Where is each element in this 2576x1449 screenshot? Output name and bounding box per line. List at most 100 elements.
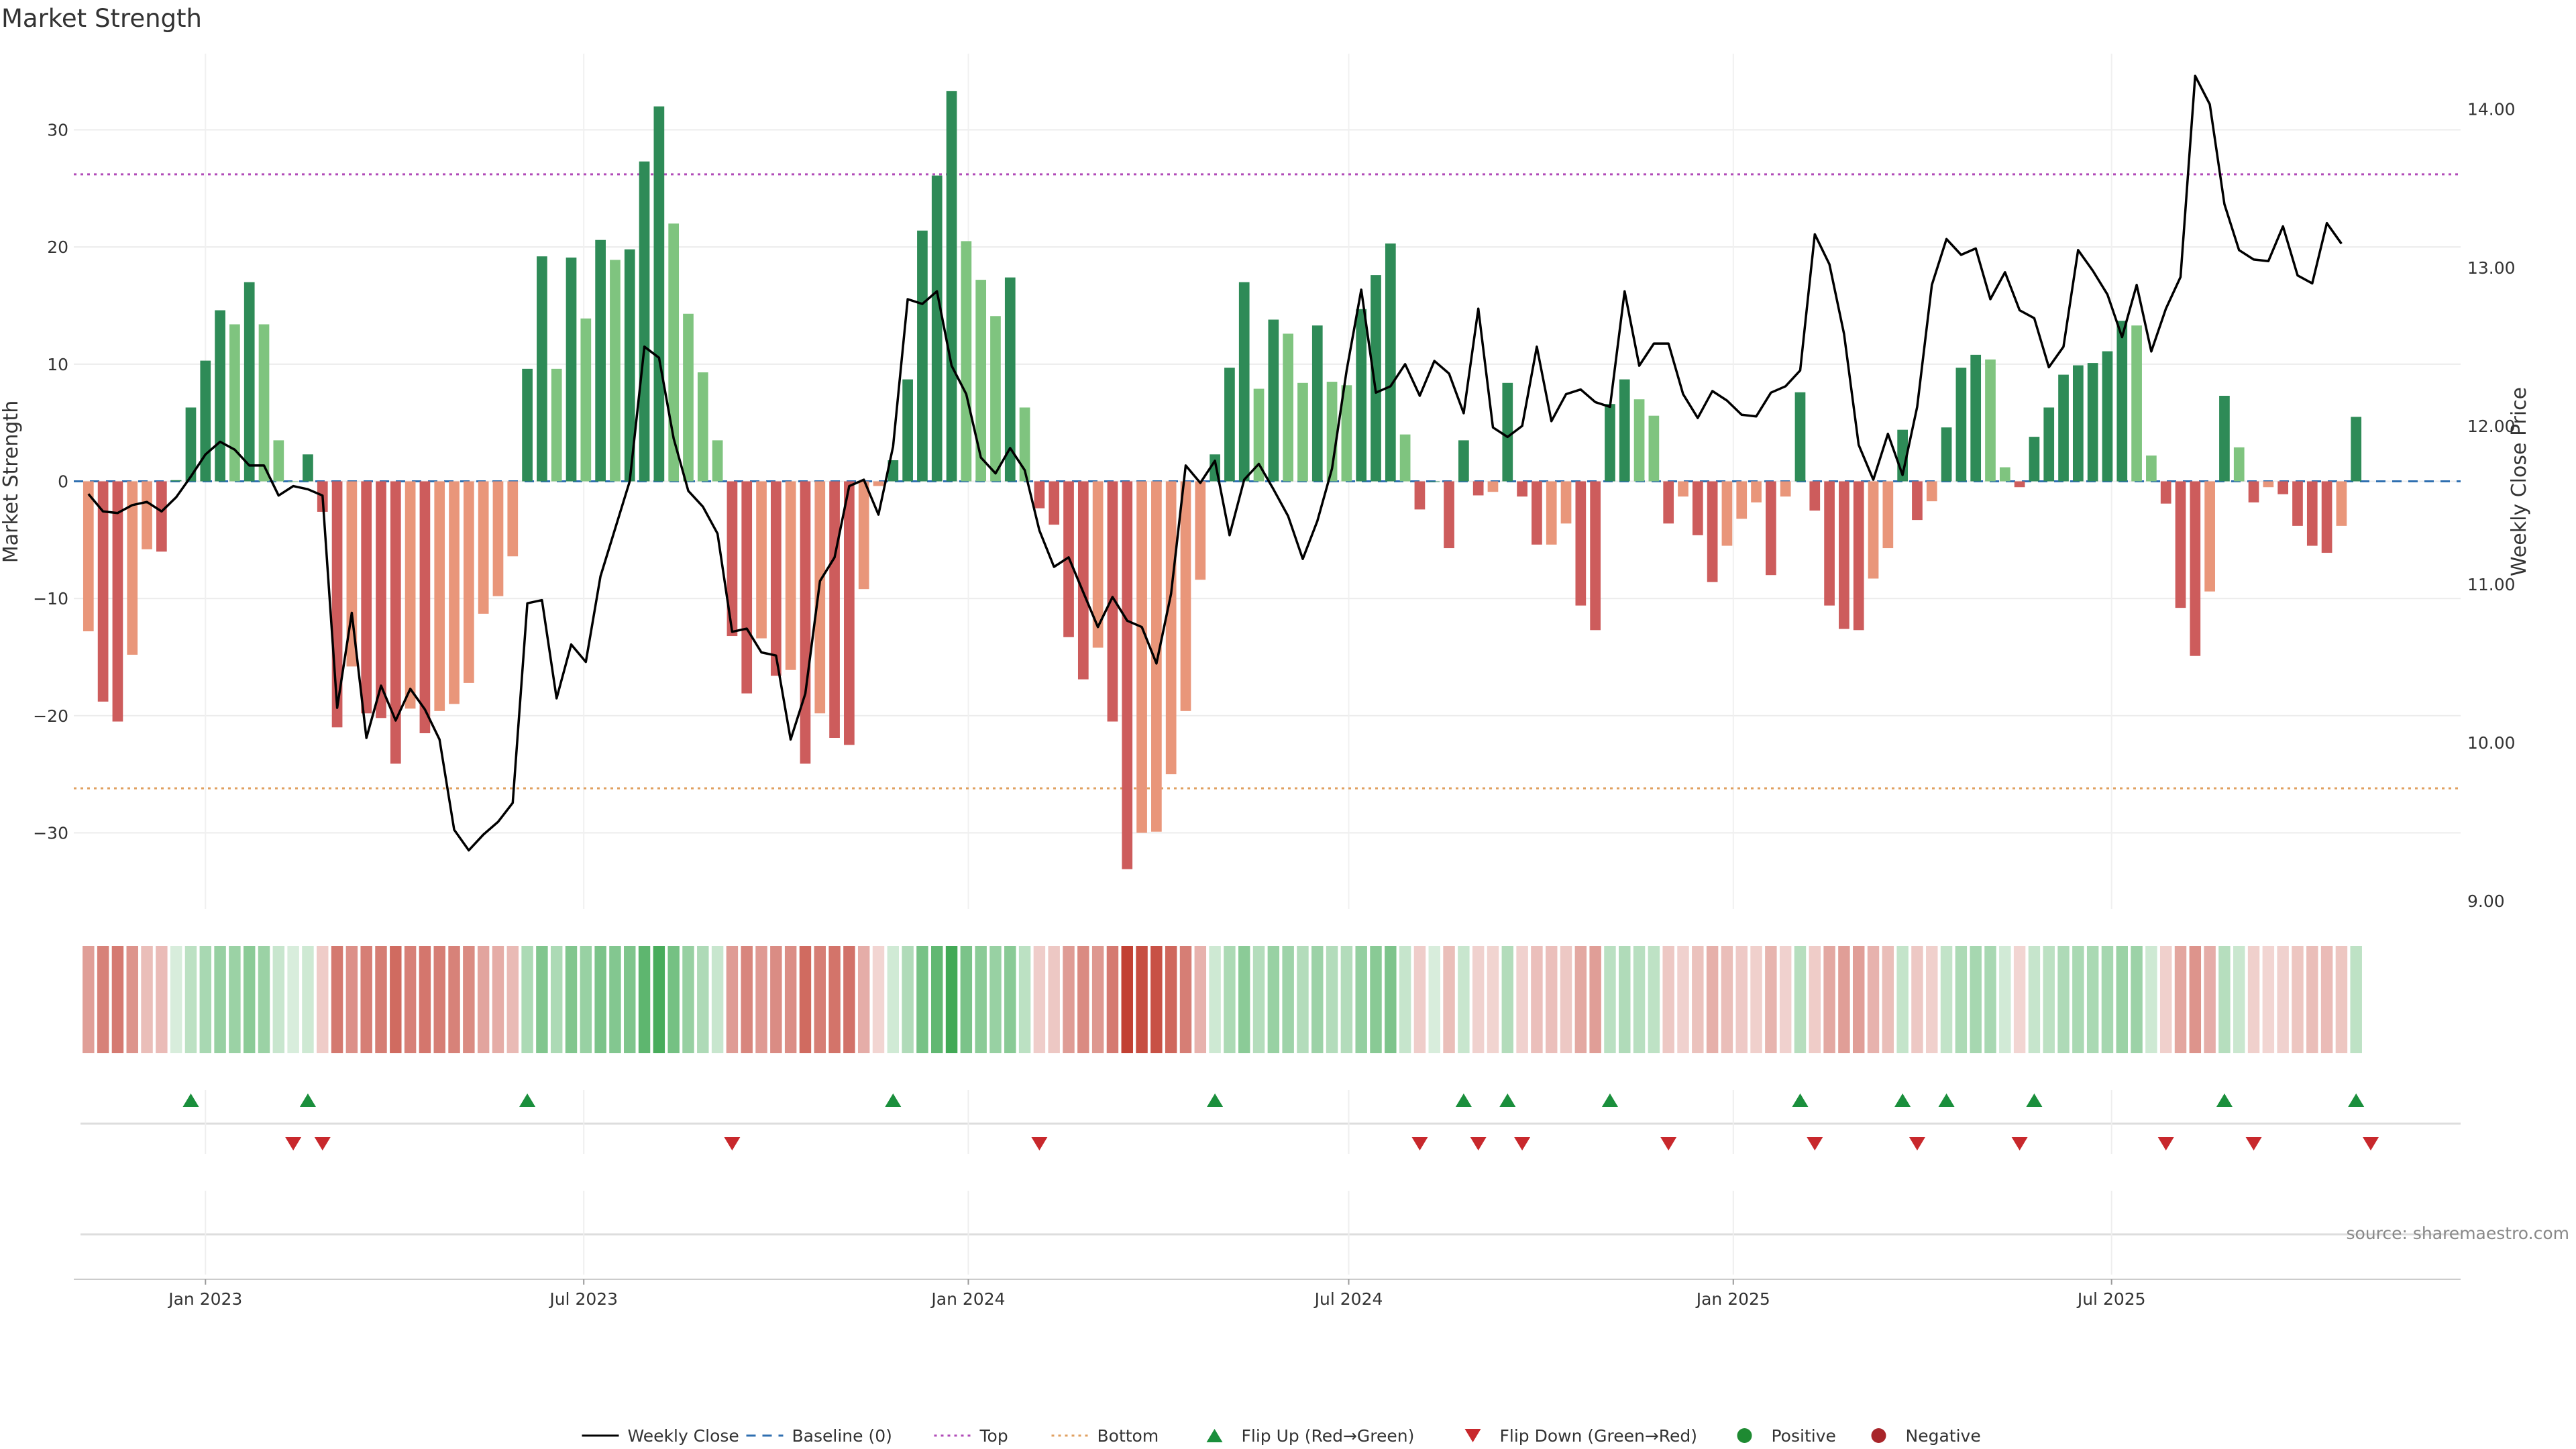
strength-bar [1532,481,1542,545]
heat-cell [872,946,885,1053]
heat-cell [1896,946,1909,1053]
flip-down-marker [314,1137,331,1150]
strength-bar [1575,481,1587,606]
strength-bar [1356,309,1367,482]
strength-bar [1136,481,1147,833]
strength-bar [2219,396,2230,482]
heat-cell [2086,946,2099,1053]
heat-cell [492,946,504,1053]
heat-cell [2072,946,2084,1053]
strength-bar [902,379,913,482]
heat-cell [755,946,767,1053]
strength-bar [785,481,796,670]
strength-bar [2014,481,2025,488]
heat-cell [784,946,797,1053]
strength-bar [1985,359,1996,482]
heat-cell [1399,946,1411,1053]
strength-bar [170,480,182,482]
strength-bar [1780,481,1791,497]
strength-bar [1077,481,1089,680]
heat-cell [1297,946,1309,1053]
strength-bar [1605,404,1615,482]
heat-cell [2043,946,2055,1053]
heat-cell [1150,946,1163,1053]
strength-bar [1868,481,1879,579]
heat-cell [419,946,431,1053]
strength-bar [1444,481,1454,549]
strength-bar [917,230,928,482]
strength-bar [1458,440,1469,482]
y-left-tick-label: −30 [33,823,68,843]
heat-cell [1823,946,1835,1053]
strength-bar [2043,407,2055,482]
heat-cell [1779,946,1792,1053]
strength-bar [1151,481,1162,832]
heat-cell [843,946,855,1053]
heat-cell [229,946,241,1053]
flip-up-marker [2026,1093,2043,1107]
y-left-tick-label: 20 [47,237,68,257]
strength-bar [1049,481,1060,525]
heat-cell [814,946,826,1053]
heat-cell [1077,946,1089,1053]
strength-bar [975,280,987,482]
legend-item: Bottom [1051,1426,1159,1446]
heat-cell [83,946,95,1053]
strength-bar [273,440,284,482]
heat-cell [1033,946,1046,1053]
strength-bar [97,481,109,702]
heat-cell [141,946,153,1053]
x-tick-label: Jul 2023 [548,1289,618,1309]
heat-cell [536,946,548,1053]
heat-cell [682,946,694,1053]
heat-cell [1385,946,1397,1053]
strength-bar [1590,481,1601,631]
strength-bar [873,481,884,486]
heat-cell [1984,946,1996,1053]
strength-bar [1341,385,1352,482]
chart-title: Market Strength [1,4,202,33]
strength-bar [1663,481,1674,524]
strength-bar [2058,374,2069,482]
strength-bar [419,481,431,734]
strength-bar [1311,325,1323,482]
strength-bar [303,454,313,482]
strength-bar [1692,481,1703,535]
strength-bar [610,260,621,482]
strength-bar [1926,481,1937,502]
heat-cell [1633,946,1646,1053]
strength-bar [727,481,738,637]
heat-cell [184,946,197,1053]
heat-cell [931,946,943,1053]
flip-up-marker [2348,1093,2365,1107]
heat-cell [287,946,299,1053]
legend-label: Flip Up (Red→Green) [1242,1426,1415,1446]
heat-cell [2350,946,2362,1053]
heat-cell [741,946,753,1053]
strength-bar [1253,388,1265,482]
heat-cell [2189,946,2202,1053]
strength-bar [1970,354,1982,482]
heat-cell [1165,946,1177,1053]
strength-bar [624,249,635,482]
heat-cell [594,946,606,1053]
strength-bar [346,481,358,667]
strength-bar [1766,481,1776,576]
heat-cell [258,946,270,1053]
x-tick-label: Jan 2023 [167,1289,242,1309]
legend-label: Baseline (0) [792,1426,892,1446]
flip-down-marker [1470,1137,1487,1150]
y-right-tick-label: 10.00 [2467,733,2516,753]
heat-cell [726,946,739,1053]
heat-cell [1999,946,2011,1053]
strength-bar [1839,481,1849,629]
strength-bar [1487,481,1499,492]
strength-bar [1502,382,1513,482]
heat-cell [1224,946,1236,1053]
heat-cell [1121,946,1133,1053]
heat-cell [477,946,490,1053]
heat-cell [1106,946,1119,1053]
heat-cell [1326,946,1338,1053]
heat-cell [1048,946,1060,1053]
strength-bar [2292,481,2303,526]
